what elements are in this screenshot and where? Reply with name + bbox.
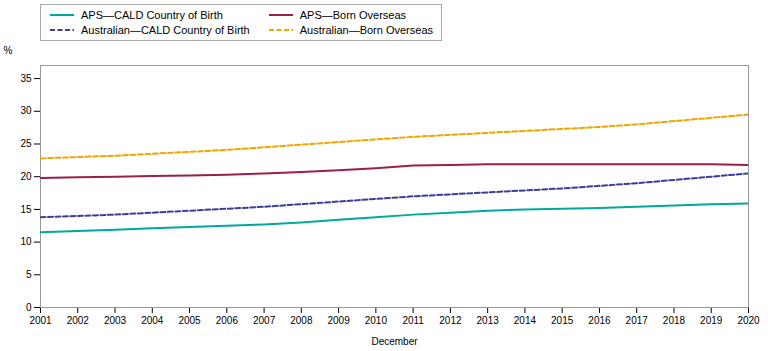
svg-text:10: 10 bbox=[20, 236, 32, 247]
svg-text:2009: 2009 bbox=[327, 315, 350, 326]
svg-text:2016: 2016 bbox=[588, 315, 611, 326]
svg-text:20: 20 bbox=[20, 171, 32, 182]
svg-text:2018: 2018 bbox=[663, 315, 686, 326]
svg-text:2017: 2017 bbox=[626, 315, 649, 326]
html-text:APS—CALD Country of Birth: APS—CALD Country of Birth bbox=[81, 9, 223, 21]
svg-text:2004: 2004 bbox=[141, 315, 164, 326]
svg-text:2015: 2015 bbox=[551, 315, 574, 326]
svg-text:30: 30 bbox=[20, 105, 32, 116]
svg-text:2002: 2002 bbox=[67, 315, 90, 326]
svg-text:2010: 2010 bbox=[365, 315, 388, 326]
html-text:Australian—CALD Country of Bir: Australian—CALD Country of Birth bbox=[81, 24, 250, 36]
svg-text:35: 35 bbox=[20, 73, 32, 84]
svg-text:0: 0 bbox=[26, 302, 32, 313]
svg-text:2012: 2012 bbox=[439, 315, 462, 326]
svg-text:2019: 2019 bbox=[700, 315, 723, 326]
svg-text:2020: 2020 bbox=[737, 315, 760, 326]
svg-text:2011: 2011 bbox=[402, 315, 424, 326]
html-text:Australian—Born Overseas: Australian—Born Overseas bbox=[299, 24, 433, 36]
svg-text:2006: 2006 bbox=[216, 315, 239, 326]
svg-text:2007: 2007 bbox=[253, 315, 276, 326]
svg-text:5: 5 bbox=[26, 269, 32, 280]
svg-text:2003: 2003 bbox=[104, 315, 127, 326]
svg-text:15: 15 bbox=[20, 204, 32, 215]
svg-text:25: 25 bbox=[20, 138, 32, 149]
svg-text:2013: 2013 bbox=[477, 315, 500, 326]
svg-text:December: December bbox=[371, 336, 418, 347]
svg-text:2008: 2008 bbox=[290, 315, 313, 326]
svg-text:2005: 2005 bbox=[178, 315, 201, 326]
html-text:APS—Born Overseas: APS—Born Overseas bbox=[299, 9, 407, 21]
svg-text:2001: 2001 bbox=[29, 315, 52, 326]
svg-text:2014: 2014 bbox=[514, 315, 537, 326]
svg-text:%: % bbox=[4, 45, 13, 56]
